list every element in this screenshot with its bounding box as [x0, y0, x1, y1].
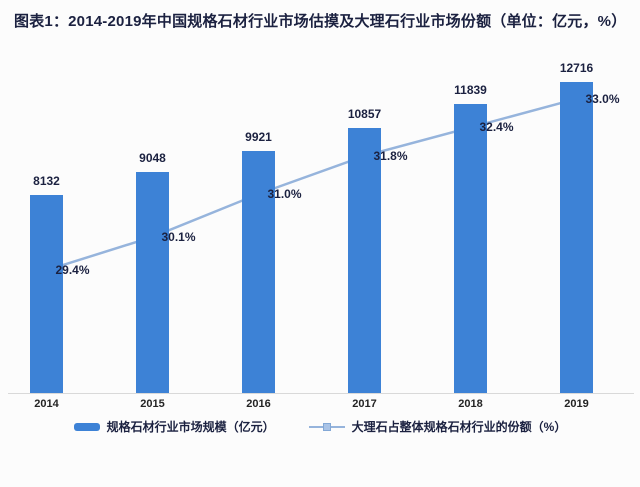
bar-value-label-2017: 10857 — [347, 106, 382, 121]
bar-value-label-2019: 12716 — [559, 61, 594, 75]
bar-swatch-icon — [73, 422, 100, 431]
bar-2019 — [560, 82, 593, 394]
legend: 规格石材行业市场规模（亿元） 大理石占整体规格石材行业的份额（%） — [0, 418, 640, 435]
bar-2015 — [136, 172, 169, 394]
x-axis-label-2019: 2019 — [564, 398, 589, 410]
line-marker-swatch-icon — [308, 422, 345, 431]
bar-value-label-2015: 9048 — [139, 151, 166, 165]
x-axis-label-2016: 2016 — [246, 398, 271, 410]
line-value-label-2017: 31.8% — [373, 148, 408, 163]
bar-2016 — [242, 150, 275, 394]
legend-label-bar-series: 规格石材行业市场规模（亿元） — [106, 420, 275, 434]
bar-2018 — [454, 103, 487, 394]
line-value-label-2014: 29.4% — [55, 263, 90, 278]
legend-item-bar-series: 规格石材行业市场规模（亿元） — [73, 418, 275, 435]
bar-value-label-2016: 9921 — [245, 129, 272, 144]
line-value-label-2015: 30.1% — [161, 229, 196, 244]
bar-2014 — [30, 194, 63, 394]
line-swatch-marker — [322, 422, 331, 431]
bar-value-label-2018: 11839 — [454, 82, 487, 97]
line-value-label-2018: 32.4% — [479, 120, 514, 135]
x-axis-label-2015: 2015 — [140, 398, 165, 410]
legend-item-line-series: 大理石占整体规格石材行业的份额（%） — [308, 418, 567, 435]
line-value-label-2019: 33.0% — [585, 91, 620, 106]
bar-2017 — [348, 127, 381, 394]
x-axis-line — [8, 393, 634, 394]
bar-value-label-2014: 8132 — [33, 173, 60, 188]
legend-label-line-series: 大理石占整体规格石材行业的份额（%） — [351, 420, 567, 434]
x-axis-label-2018: 2018 — [458, 398, 483, 410]
x-axis-label-2017: 2017 — [352, 398, 377, 410]
chart-title: 图表1：2014-2019年中国规格石材行业市场估摸及大理石行业市场份额（单位：… — [14, 13, 627, 30]
x-axis-label-2014: 2014 — [34, 398, 59, 410]
line-value-label-2016: 31.0% — [267, 187, 302, 201]
